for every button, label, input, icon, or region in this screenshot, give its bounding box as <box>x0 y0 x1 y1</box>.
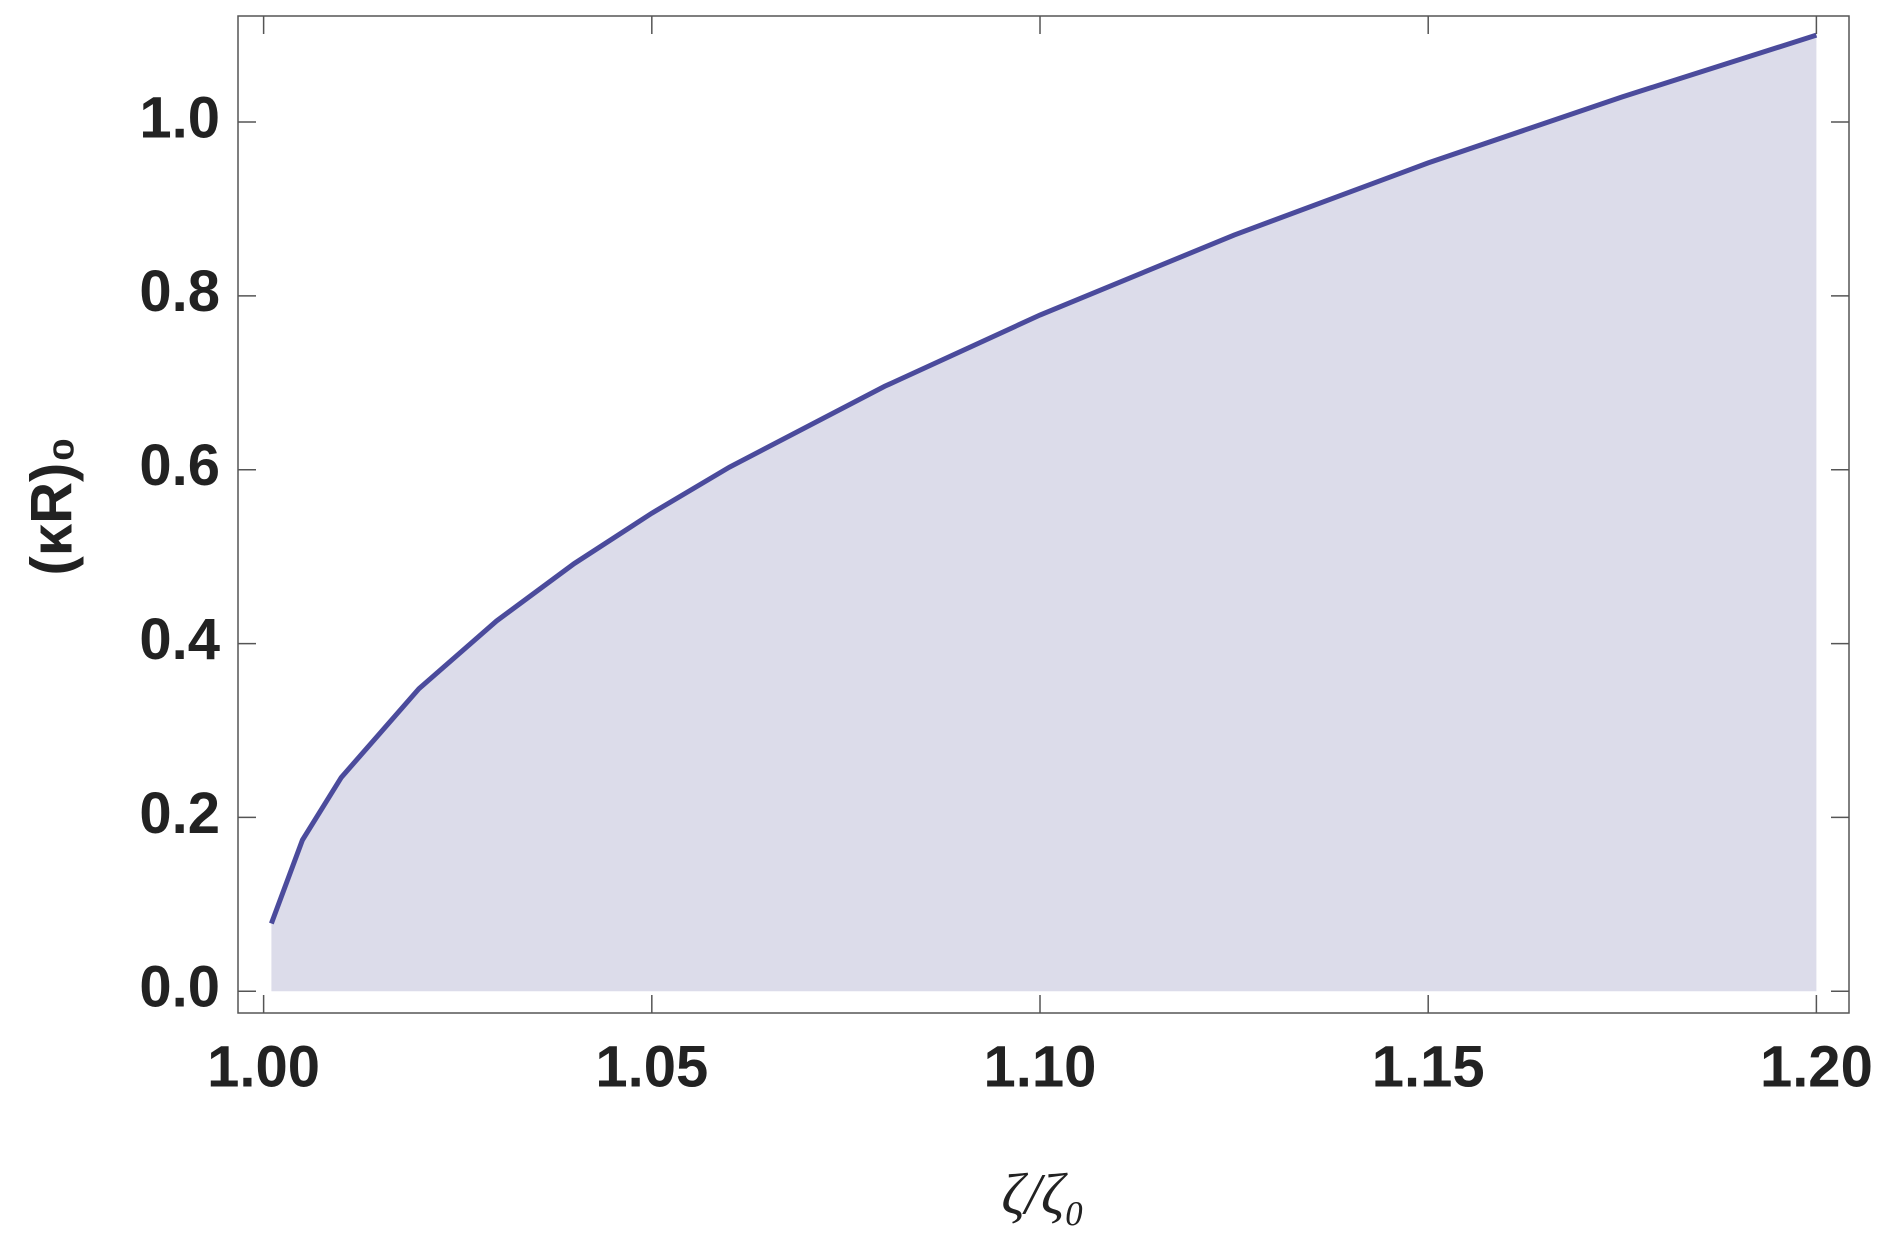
x-tick-label: 1.15 <box>1372 1034 1485 1099</box>
y-tick-label: 0.2 <box>139 781 220 846</box>
x-tick-label: 1.00 <box>207 1034 320 1099</box>
x-axis-label: ζ/ζ₀ <box>1001 1161 1084 1226</box>
x-tick-label: 1.10 <box>984 1034 1097 1099</box>
x-tick-label: 1.05 <box>595 1034 708 1099</box>
y-axis-label: (κR)₀ <box>19 437 84 576</box>
y-tick-label: 0.8 <box>139 259 220 324</box>
area-fill <box>271 35 1817 992</box>
y-tick-label: 0.4 <box>139 607 220 672</box>
x-tick-label: 1.20 <box>1760 1034 1873 1099</box>
y-tick-label: 0.6 <box>139 433 220 498</box>
plot-frame <box>237 15 1850 1014</box>
y-tick-label: 0.0 <box>139 955 220 1020</box>
y-tick-label: 1.0 <box>139 85 220 150</box>
line <box>269 32 1818 925</box>
